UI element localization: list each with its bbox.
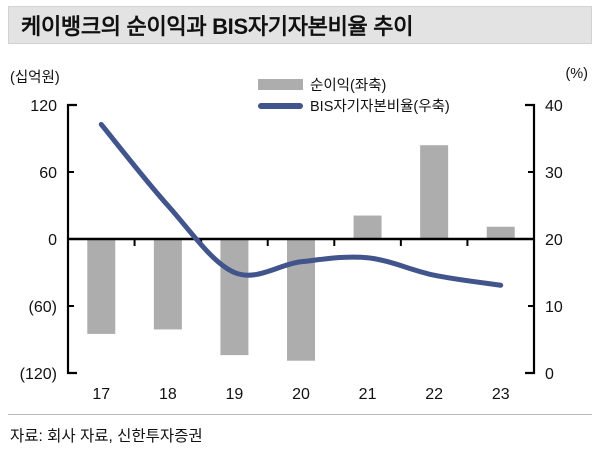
legend-item-label: 순이익(좌축)	[310, 78, 387, 94]
left-tick-label: 0	[48, 232, 57, 249]
page-title: 케이뱅크의 순이익과 BIS자기자본비율 추이	[21, 14, 414, 39]
left-axis-unit-label: (십억원)	[10, 70, 60, 86]
legend-item-net-income: 순이익(좌축)	[258, 74, 528, 95]
line-series-bis-ratio	[98, 121, 504, 288]
right-tick-label: 30	[545, 165, 563, 182]
legend-line-swatch-icon	[258, 102, 303, 109]
left-tick-label: 120	[30, 98, 57, 115]
bar	[353, 215, 382, 239]
chart-title-bar: 케이뱅크의 순이익과 BIS자기자본비율 추이	[8, 6, 592, 44]
left-tick-label: (120)	[20, 366, 57, 383]
bar	[486, 226, 515, 239]
x-axis-category-label: 20	[292, 386, 310, 403]
legend-bar-swatch-icon	[258, 79, 303, 90]
left-tick-label: 60	[39, 165, 57, 182]
legend-item-label: BIS자기자본비율(우축)	[310, 99, 450, 115]
bar	[153, 239, 182, 330]
x-axis-category-label: 21	[359, 386, 377, 403]
bar	[220, 239, 249, 356]
x-axis-category-label: 22	[425, 386, 443, 403]
bar	[87, 239, 116, 334]
x-axis-category-label: 17	[92, 386, 110, 403]
footer-divider	[8, 414, 592, 415]
bar-series-net-income	[87, 145, 515, 361]
right-tick-label: 0	[545, 366, 554, 383]
right-axis-unit-label: (%)	[565, 66, 588, 82]
right-tick-label: 20	[545, 232, 563, 249]
source-note: 자료: 회사 자료, 신한투자증권	[10, 428, 203, 445]
right-tick-label: 10	[545, 299, 563, 316]
x-axis-category-label: 23	[492, 386, 510, 403]
left-axis: 120 60 0 (60) (120)	[20, 98, 77, 383]
x-axis-category-label: 19	[226, 386, 244, 403]
x-axis-category-labels: 17 18 19 20 21 22 23	[92, 386, 509, 403]
right-tick-label: 40	[545, 98, 563, 115]
left-tick-label: (60)	[29, 299, 57, 316]
bar	[287, 239, 315, 361]
bar	[420, 145, 449, 239]
right-axis: 40 30 20 10 0	[525, 98, 563, 383]
legend-item-bis-ratio: BIS자기자본비율(우축)	[258, 95, 528, 116]
chart-legend: 순이익(좌축) BIS자기자본비율(우축)	[258, 74, 528, 116]
x-axis-category-label: 18	[159, 386, 177, 403]
